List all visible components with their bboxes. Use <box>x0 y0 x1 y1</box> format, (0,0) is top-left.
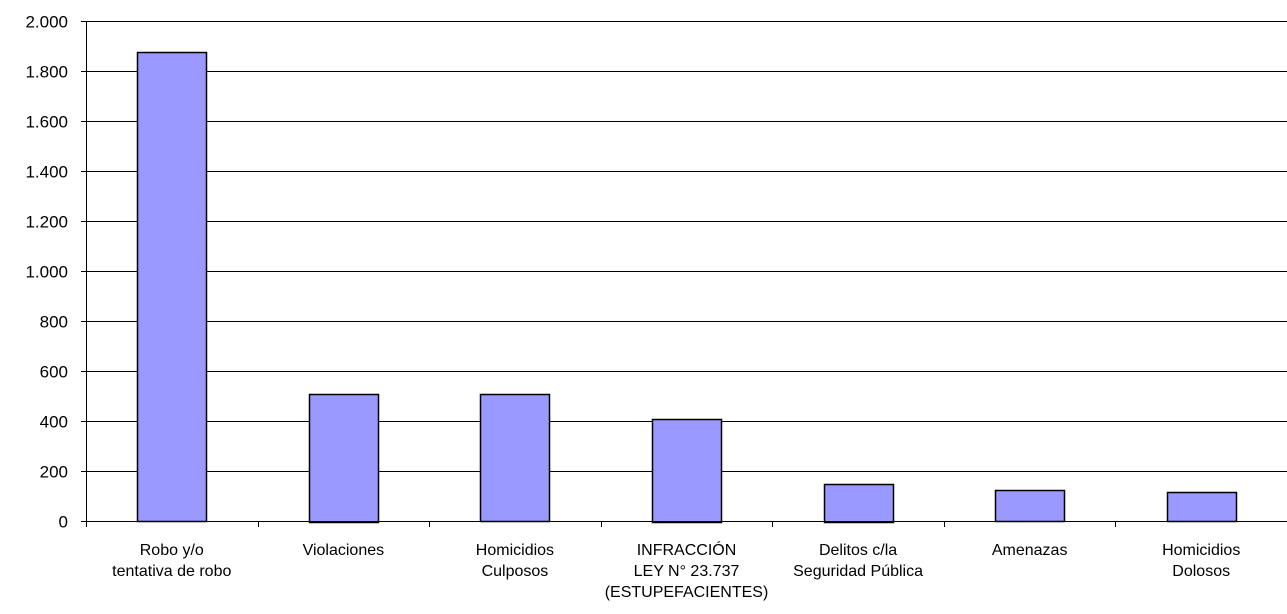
x-tick-label-line: Dolosos <box>1172 563 1230 580</box>
x-tick-label-line: Seguridad Pública <box>793 563 923 580</box>
bar <box>136 51 208 523</box>
bars <box>136 51 1238 524</box>
x-tick-label-line: Amenazas <box>992 542 1068 559</box>
x-tick-label-line: Violaciones <box>303 542 385 559</box>
x-tick-label-line: Robo y/o <box>140 542 204 559</box>
y-tick-label: 2.000 <box>25 13 68 32</box>
x-tick-label-line: tentativa de robo <box>112 563 231 580</box>
x-tick-label: Delitos c/la Seguridad Pública <box>793 542 923 580</box>
y-tick-label: 1.200 <box>25 213 68 232</box>
bar <box>651 418 723 524</box>
y-tick-label: 1.400 <box>25 163 68 182</box>
gridlines <box>86 21 1287 472</box>
x-tick-label-line: Homicidios <box>476 542 554 559</box>
x-tick-label: Violaciones <box>303 542 385 559</box>
y-tick-labels: 0 200 400 600 800 1.000 1.200 1.400 1.600 1.800 2.… <box>25 13 68 532</box>
y-tick-label: 400 <box>40 413 68 432</box>
y-tick-label: 0 <box>59 513 68 532</box>
x-tick-label: Homicidios Dolosos <box>1162 542 1240 580</box>
x-tick-label: Homicidios Culposos <box>476 542 554 580</box>
bar <box>823 483 895 524</box>
bar <box>308 393 380 524</box>
x-tick-label-line: Delitos c/la <box>819 542 897 559</box>
bar <box>479 393 551 523</box>
x-tick-label-line: LEY N° 23.737 <box>634 563 740 580</box>
y-tick-label: 1.000 <box>25 263 68 282</box>
bar <box>1166 491 1238 523</box>
x-tick-label-line: Homicidios <box>1162 542 1240 559</box>
x-tick-label: Robo y/o tentativa de robo <box>112 542 231 580</box>
x-tick-labels: Robo y/o tentativa de robo Violaciones Homi… <box>112 540 1240 601</box>
y-tick-label: 200 <box>40 463 68 482</box>
y-tick-label: 1.600 <box>25 113 68 132</box>
x-tick-label-line: (ESTUPEFACIENTES) <box>605 584 769 601</box>
y-tick-label: 1.800 <box>25 63 68 82</box>
bar <box>994 489 1066 523</box>
x-tick-label: INFRACCIÓN LEY N° 23.737 (ESTUPEFACIENTES) <box>605 540 769 601</box>
y-tick-label: 800 <box>40 313 68 332</box>
x-tick-label: Amenazas <box>992 542 1068 559</box>
x-tick-label-line: INFRACCIÓN <box>637 540 737 559</box>
axes <box>81 21 1287 527</box>
x-tick-label-line: Culposos <box>482 563 549 580</box>
y-tick-label: 600 <box>40 363 68 382</box>
